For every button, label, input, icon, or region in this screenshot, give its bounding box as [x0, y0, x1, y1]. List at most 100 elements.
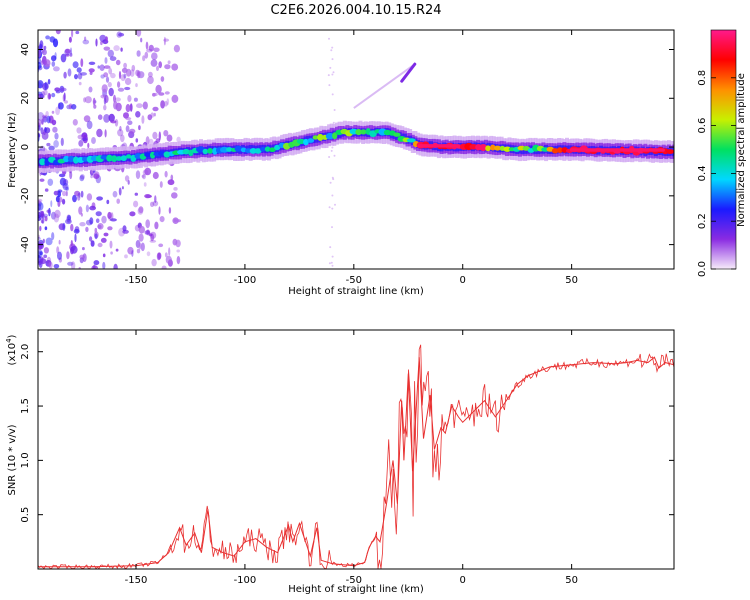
ridge-core [111, 155, 118, 163]
noise-blob [41, 131, 49, 140]
noise-blob [103, 104, 107, 111]
noise-blob [136, 248, 141, 254]
noise-blob [161, 265, 167, 269]
noise-blob [54, 52, 57, 60]
noise-blob [136, 70, 141, 79]
noise-blob [138, 125, 141, 131]
noise-blob [138, 225, 145, 234]
noise-blob [133, 200, 139, 208]
y-tick-label: -40 [20, 236, 31, 252]
noise-blob [91, 137, 96, 144]
noise-speck [332, 121, 335, 124]
x-tick-label: -150 [125, 275, 148, 286]
noise-blob [153, 47, 160, 53]
noise-blob [47, 78, 51, 85]
noise-blob [88, 86, 93, 93]
noise-blob [51, 61, 56, 67]
ridge-core [556, 147, 563, 154]
noise-blob [83, 115, 91, 123]
snr-frame [37, 329, 675, 570]
noise-blob [38, 61, 42, 70]
noise-blob [135, 138, 139, 143]
noise-blob [67, 261, 74, 266]
noise-blob [168, 247, 171, 256]
noise-blob [85, 204, 89, 213]
noise-blob [113, 100, 118, 110]
noise-blob [48, 262, 52, 268]
noise-blob [71, 104, 77, 110]
y-tick-label: 2.0 [20, 344, 31, 360]
noise-blob [90, 174, 93, 179]
colorbar-tick-label: 0.8 [697, 70, 708, 86]
noise-blob [148, 71, 153, 78]
noise-blob [45, 237, 53, 246]
noise-blob [45, 111, 49, 117]
noise-blob [60, 53, 67, 63]
ridge-core [665, 149, 674, 154]
ridge-core [264, 146, 271, 152]
noise-blob [141, 115, 145, 124]
noise-blob [88, 68, 95, 73]
noise-blob [107, 211, 112, 220]
noise-speck [332, 178, 335, 181]
noise-blob [102, 261, 106, 269]
noise-blob [70, 246, 74, 255]
ridge-core [268, 147, 276, 152]
ridge-core [360, 129, 367, 135]
noise-blob [103, 46, 111, 51]
noise-blob [66, 251, 70, 260]
noise-blob [138, 242, 142, 250]
noise-blob [84, 36, 87, 42]
noise-blob [144, 230, 151, 235]
noise-blob [173, 44, 180, 53]
noise-blob [140, 37, 143, 43]
noise-blob [46, 209, 51, 213]
noise-blob [136, 50, 141, 57]
noise-blob [42, 82, 49, 91]
noise-blob [131, 64, 136, 72]
noise-blob [96, 128, 103, 138]
noise-blob [118, 71, 122, 79]
noise-blob [124, 86, 131, 91]
noise-blob [42, 116, 48, 123]
spectrogram-panel: -150 -100 -50 0 50 -40 -20 0 20 40 Height of str… [7, 29, 675, 297]
noise-blob [158, 131, 161, 141]
noise-blob [108, 67, 113, 75]
noise-blob [117, 87, 125, 92]
noise-blob [38, 125, 42, 131]
noise-blob [100, 74, 105, 79]
noise-blob [151, 52, 158, 60]
spectrogram-frame [37, 29, 675, 270]
noise-blob [158, 206, 161, 215]
y-tick-label: 40 [20, 43, 31, 56]
noise-blob [62, 183, 69, 191]
noise-blob [65, 186, 69, 191]
noise-blob [147, 75, 154, 85]
noise-blob [55, 30, 61, 35]
noise-blob [81, 137, 88, 141]
noise-blob [53, 140, 59, 148]
noise-speck [331, 73, 334, 76]
noise-blob [51, 55, 57, 62]
noise-blob [38, 236, 41, 240]
noise-blob [86, 120, 93, 130]
noise-blob [164, 91, 170, 95]
noise-speck [329, 66, 332, 69]
noise-blob [40, 59, 48, 66]
noise-blob [123, 73, 127, 79]
noise-blob [57, 102, 61, 110]
noise-blob [159, 216, 165, 223]
noise-blob [107, 81, 112, 88]
noise-blob [127, 95, 132, 102]
noise-blob [125, 117, 132, 121]
noise-blob [38, 118, 42, 128]
noise-blob [112, 190, 118, 198]
x-tick-label: 0 [460, 575, 466, 586]
noise-blob [152, 171, 159, 180]
noise-blob [160, 100, 166, 109]
noise-blob [54, 209, 61, 218]
ridge-core [63, 155, 70, 163]
noise-blob [117, 81, 121, 88]
noise-blob [120, 74, 126, 82]
noise-speck [330, 49, 333, 52]
